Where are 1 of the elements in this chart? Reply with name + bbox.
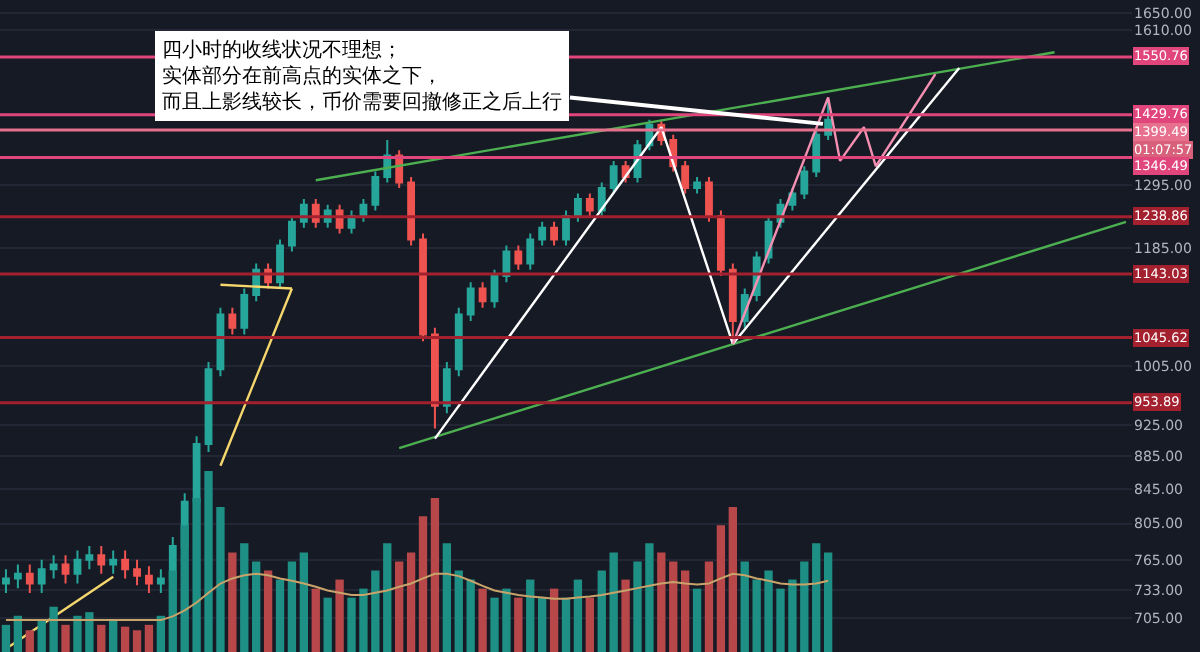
annotation: 四小时的收线状况不理想；实体部分在前高点的实体之下，而且上影线较长，币价需要回撤修正之后上行 [162, 38, 562, 114]
